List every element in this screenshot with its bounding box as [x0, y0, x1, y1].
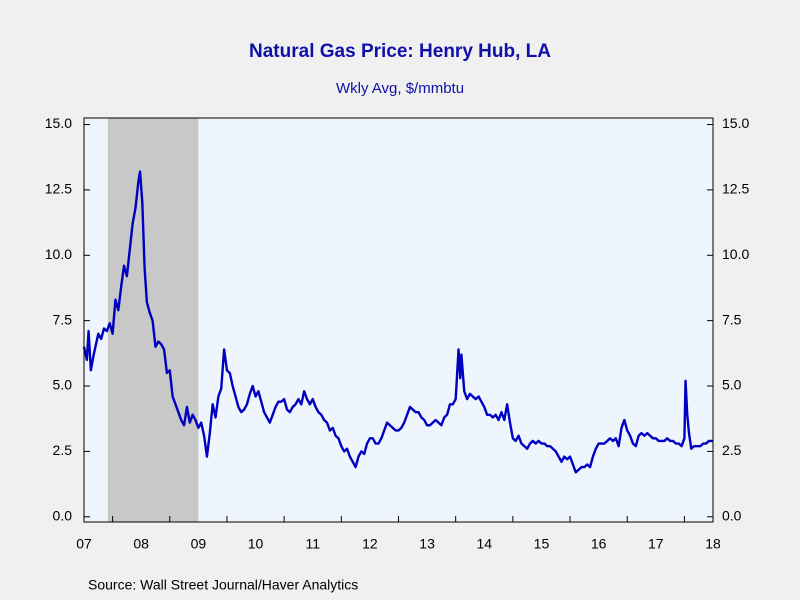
x-tick-label: 11	[305, 536, 320, 552]
chart-subtitle: Wkly Avg, $/mmbtu	[336, 80, 464, 97]
x-tick-label: 13	[419, 536, 435, 552]
y-tick-label: 10.0	[45, 246, 72, 262]
y2-tick-label: 15.0	[722, 115, 749, 131]
y-tick-label: 12.5	[45, 181, 72, 197]
y2-tick-label: 7.5	[722, 311, 742, 327]
y2-tick-label: 12.5	[722, 181, 749, 197]
x-tick-label: 07	[76, 536, 92, 552]
x-tick-label: 17	[648, 536, 664, 552]
x-tick-label: 09	[191, 536, 207, 552]
y-tick-label: 7.5	[53, 311, 73, 327]
plot-frame	[83, 117, 714, 523]
y-tick-label: 2.5	[53, 442, 73, 458]
x-tick-label: 16	[591, 536, 607, 552]
x-tick-label: 08	[133, 536, 149, 552]
x-tick-label: 14	[476, 536, 492, 552]
series-line	[82, 170, 713, 474]
chart-title: Natural Gas Price: Henry Hub, LA	[249, 41, 551, 62]
y2-tick-label: 2.5	[722, 442, 742, 458]
x-tick-label: 12	[362, 536, 378, 552]
y-tick-label: 15.0	[45, 115, 72, 131]
y-tick-label: 0.0	[53, 507, 73, 523]
x-tick-label: 15	[534, 536, 550, 552]
y-tick-label: 5.0	[53, 377, 73, 393]
y2-tick-label: 5.0	[722, 377, 742, 393]
source-note: Source: Wall Street Journal/Haver Analyt…	[88, 577, 358, 593]
y2-tick-label: 10.0	[722, 246, 749, 262]
y2-tick-label: 0.0	[722, 507, 742, 523]
x-tick-label: 10	[248, 536, 264, 552]
x-tick-label: 18	[705, 536, 721, 552]
